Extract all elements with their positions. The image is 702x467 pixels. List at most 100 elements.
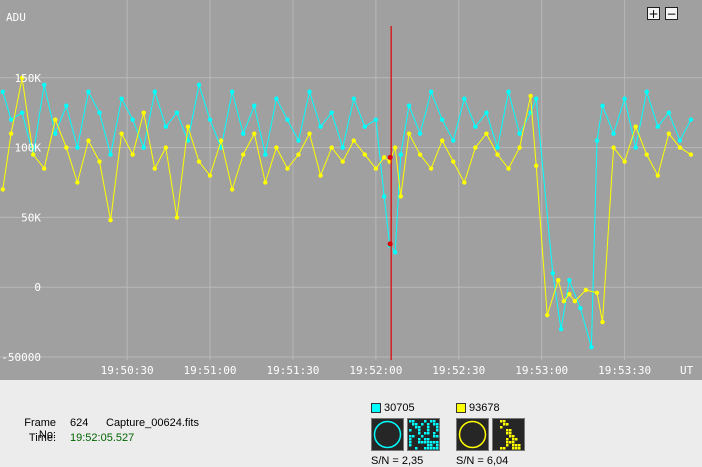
data-point <box>141 145 146 150</box>
data-point <box>64 103 69 108</box>
pixel <box>418 426 421 429</box>
pixel <box>427 438 430 441</box>
data-point <box>86 89 91 94</box>
data-point <box>42 166 47 171</box>
pixel <box>433 435 436 438</box>
data-point <box>484 131 489 136</box>
data-point <box>174 215 180 220</box>
cursor-layer <box>387 26 393 360</box>
data-point <box>97 159 102 164</box>
star-pixels-thumbnail[interactable] <box>407 418 440 451</box>
star-pixels-icon <box>409 420 439 450</box>
pixel <box>509 432 512 435</box>
data-point <box>558 326 564 332</box>
data-point <box>578 305 583 311</box>
pixel <box>424 441 427 444</box>
data-point <box>229 187 235 192</box>
x-tick-label: 19:51:00 <box>184 364 237 377</box>
data-point <box>108 152 113 157</box>
info-panel: Frame No: 624 Capture_00624.fits Time: 1… <box>0 380 702 467</box>
pixel <box>515 444 518 447</box>
data-point <box>318 124 323 129</box>
light-curve-plot[interactable]: ADU UT 150K 100K 50K 0 -50000 19:50:30 19:51:0… <box>0 0 702 380</box>
time-label: Time: <box>28 432 56 444</box>
data-point <box>152 89 157 94</box>
data-point <box>600 103 605 108</box>
x-tick-label: 19:51:30 <box>266 364 319 377</box>
data-point <box>340 159 345 164</box>
pixel <box>415 447 418 450</box>
data-point <box>572 298 578 304</box>
data-point <box>393 145 398 150</box>
x-tick-label: 19:53:30 <box>598 364 651 377</box>
pixel <box>412 420 415 423</box>
data-point <box>567 291 572 297</box>
data-point <box>362 124 368 129</box>
cursor-marker <box>387 241 393 247</box>
data-point <box>462 96 467 101</box>
data-point <box>550 271 555 276</box>
pixel <box>509 435 512 438</box>
pixel <box>427 432 430 435</box>
data-point <box>473 124 478 129</box>
pixel <box>436 444 439 447</box>
data-point <box>600 319 605 325</box>
pixel <box>506 432 509 435</box>
data-point <box>207 173 213 178</box>
data-point <box>688 117 694 122</box>
data-point <box>307 89 312 94</box>
y-tick-label: -50000 <box>1 351 41 364</box>
aperture-thumbnail[interactable] <box>456 418 489 451</box>
time-value: 19:52:05.527 <box>70 432 135 444</box>
data-point <box>229 89 235 94</box>
data-point <box>406 131 412 136</box>
data-point <box>462 180 467 185</box>
pixel <box>421 423 424 426</box>
data-point <box>64 145 69 150</box>
data-point <box>440 117 445 122</box>
pixel <box>509 429 512 432</box>
pixel <box>515 438 518 441</box>
data-point <box>567 278 572 283</box>
zoom-out-button[interactable]: − <box>665 7 678 21</box>
pixel <box>430 444 433 447</box>
data-point <box>318 173 323 178</box>
pixel <box>436 435 439 438</box>
data-point <box>393 250 398 255</box>
data-point <box>633 124 638 129</box>
data-point <box>398 194 403 199</box>
aperture-thumbnail[interactable] <box>371 418 404 451</box>
data-point <box>473 145 478 150</box>
data-point <box>677 138 683 143</box>
data-point <box>196 82 202 87</box>
frame-number-value: 624 <box>70 417 89 429</box>
y-axis-label: ADU <box>6 11 26 24</box>
data-point <box>340 145 345 150</box>
star-pixels-thumbnail[interactable] <box>492 418 525 451</box>
y-tick-label: 0 <box>34 281 41 294</box>
frame-file-name: Capture_00624.fits <box>106 417 199 429</box>
pixel <box>427 444 430 447</box>
data-point <box>263 152 268 157</box>
data-point <box>42 82 47 87</box>
pixel <box>427 441 430 444</box>
data-point <box>307 131 312 136</box>
zoom-in-button[interactable]: + <box>647 7 660 21</box>
pixel <box>415 426 418 429</box>
data-point <box>622 96 627 101</box>
y-tick-label: 50K <box>21 211 41 224</box>
data-point <box>97 110 102 115</box>
data-point <box>506 166 511 171</box>
data-point <box>495 152 500 157</box>
data-point <box>285 117 290 122</box>
pixel <box>512 447 515 450</box>
data-point <box>611 131 616 136</box>
x-tick-label: 19:52:00 <box>349 364 402 377</box>
pixel <box>433 441 436 444</box>
pixel <box>518 447 521 450</box>
data-point <box>622 159 627 164</box>
data-point <box>561 298 567 304</box>
grid-layer <box>0 0 702 360</box>
data-point <box>119 96 124 101</box>
data-point <box>451 138 456 143</box>
